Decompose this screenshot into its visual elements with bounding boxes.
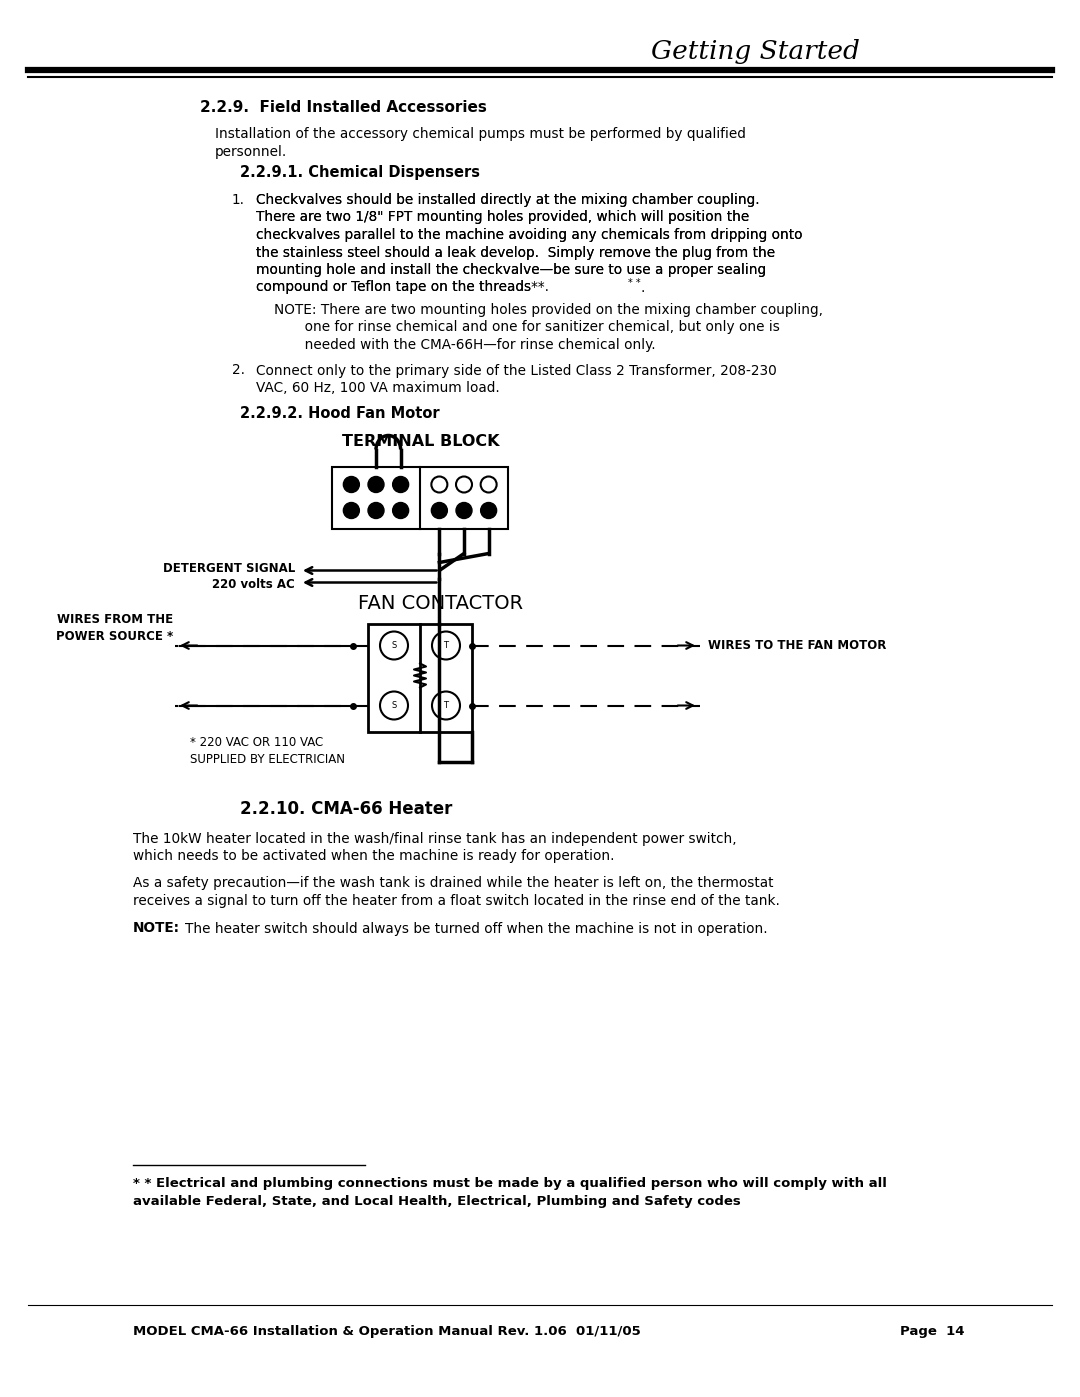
Circle shape bbox=[343, 503, 360, 518]
Circle shape bbox=[431, 503, 447, 518]
Text: 2.2.10. CMA-66 Heater: 2.2.10. CMA-66 Heater bbox=[240, 800, 453, 819]
Text: Getting Started: Getting Started bbox=[650, 39, 860, 64]
Text: mounting hole and install the checkvalve—be sure to use a proper sealing: mounting hole and install the checkvalve… bbox=[256, 263, 766, 277]
Text: 2.2.9.2. Hood Fan Motor: 2.2.9.2. Hood Fan Motor bbox=[240, 407, 440, 420]
Bar bbox=[332, 467, 508, 528]
Circle shape bbox=[393, 503, 408, 518]
Circle shape bbox=[432, 692, 460, 719]
Text: As a safety precaution—if the wash tank is drained while the heater is left on, : As a safety precaution—if the wash tank … bbox=[133, 876, 773, 890]
Text: 2.2.9.1. Chemical Dispensers: 2.2.9.1. Chemical Dispensers bbox=[240, 165, 480, 179]
Circle shape bbox=[380, 692, 408, 719]
Text: one for rinse chemical and one for sanitizer chemical, but only one is: one for rinse chemical and one for sanit… bbox=[274, 320, 780, 334]
Text: .: . bbox=[640, 281, 645, 295]
Circle shape bbox=[393, 476, 408, 493]
Text: 2.: 2. bbox=[232, 363, 245, 377]
Text: Installation of the accessory chemical pumps must be performed by qualified: Installation of the accessory chemical p… bbox=[215, 127, 746, 141]
Text: The heater switch should always be turned off when the machine is not in operati: The heater switch should always be turne… bbox=[185, 922, 768, 936]
Text: MODEL CMA-66 Installation & Operation Manual Rev. 1.06  01/11/05: MODEL CMA-66 Installation & Operation Ma… bbox=[133, 1324, 640, 1338]
Text: * * Electrical and plumbing connections must be made by a qualified person who w: * * Electrical and plumbing connections … bbox=[133, 1178, 887, 1190]
Text: NOTE: There are two mounting holes provided on the mixing chamber coupling,: NOTE: There are two mounting holes provi… bbox=[274, 303, 823, 317]
Circle shape bbox=[481, 503, 497, 518]
Circle shape bbox=[456, 503, 472, 518]
Text: which needs to be activated when the machine is ready for operation.: which needs to be activated when the mac… bbox=[133, 849, 615, 863]
Text: Page  14: Page 14 bbox=[900, 1324, 964, 1338]
Text: personnel.: personnel. bbox=[215, 145, 287, 159]
Text: DETERGENT SIGNAL
220 volts AC: DETERGENT SIGNAL 220 volts AC bbox=[163, 562, 295, 591]
Text: T: T bbox=[444, 701, 448, 710]
Text: receives a signal to turn off the heater from a float switch located in the rins: receives a signal to turn off the heater… bbox=[133, 894, 780, 908]
Text: WIRES TO THE FAN MOTOR: WIRES TO THE FAN MOTOR bbox=[708, 638, 887, 652]
Circle shape bbox=[380, 631, 408, 659]
Circle shape bbox=[343, 476, 360, 493]
Circle shape bbox=[431, 476, 447, 493]
Text: Checkvalves should be installed directly at the mixing chamber coupling.: Checkvalves should be installed directly… bbox=[256, 193, 759, 207]
Text: * 220 VAC OR 110 VAC
SUPPLIED BY ELECTRICIAN: * 220 VAC OR 110 VAC SUPPLIED BY ELECTRI… bbox=[190, 736, 345, 766]
Text: mounting hole and install the checkvalve—be sure to use a proper sealing: mounting hole and install the checkvalve… bbox=[256, 263, 766, 277]
Text: compound or Teflon tape on the threads: compound or Teflon tape on the threads bbox=[256, 281, 531, 295]
Text: checkvalves parallel to the machine avoiding any chemicals from dripping onto: checkvalves parallel to the machine avoi… bbox=[256, 228, 802, 242]
Text: TERMINAL BLOCK: TERMINAL BLOCK bbox=[342, 434, 499, 448]
Text: the stainless steel should a leak develop.  Simply remove the plug from the: the stainless steel should a leak develo… bbox=[256, 246, 775, 260]
Text: VAC, 60 Hz, 100 VA maximum load.: VAC, 60 Hz, 100 VA maximum load. bbox=[256, 381, 500, 395]
Circle shape bbox=[456, 476, 472, 493]
Text: compound or Teflon tape on the threads**.: compound or Teflon tape on the threads**… bbox=[256, 281, 549, 295]
Text: 2.2.9.  Field Installed Accessories: 2.2.9. Field Installed Accessories bbox=[200, 99, 487, 115]
Text: 1.: 1. bbox=[232, 193, 245, 207]
Text: Connect only to the primary side of the Listed Class 2 Transformer, 208-230: Connect only to the primary side of the … bbox=[256, 363, 777, 377]
Text: S: S bbox=[391, 701, 396, 710]
Text: WIRES FROM THE
POWER SOURCE *: WIRES FROM THE POWER SOURCE * bbox=[56, 613, 173, 643]
Text: The 10kW heater located in the wash/final rinse tank has an independent power sw: The 10kW heater located in the wash/fina… bbox=[133, 831, 737, 845]
Text: FAN CONTACTOR: FAN CONTACTOR bbox=[357, 594, 523, 613]
Text: checkvalves parallel to the machine avoiding any chemicals from dripping onto: checkvalves parallel to the machine avoi… bbox=[256, 228, 802, 242]
Circle shape bbox=[481, 476, 497, 493]
Text: There are two 1/8" FPT mounting holes provided, which will position the: There are two 1/8" FPT mounting holes pr… bbox=[256, 211, 750, 225]
Text: NOTE:: NOTE: bbox=[133, 922, 180, 936]
Text: needed with the CMA-66H—for rinse chemical only.: needed with the CMA-66H—for rinse chemic… bbox=[274, 338, 656, 352]
Text: Checkvalves should be installed directly at the mixing chamber coupling.: Checkvalves should be installed directly… bbox=[256, 193, 759, 207]
Circle shape bbox=[432, 631, 460, 659]
Text: the stainless steel should a leak develop.  Simply remove the plug from the: the stainless steel should a leak develo… bbox=[256, 246, 775, 260]
Circle shape bbox=[368, 503, 384, 518]
Text: * *: * * bbox=[627, 278, 640, 288]
Circle shape bbox=[368, 476, 384, 493]
Bar bbox=[368, 623, 472, 732]
Text: There are two 1/8" FPT mounting holes provided, which will position the: There are two 1/8" FPT mounting holes pr… bbox=[256, 211, 750, 225]
Text: S: S bbox=[391, 641, 396, 650]
Text: T: T bbox=[444, 641, 448, 650]
Text: available Federal, State, and Local Health, Electrical, Plumbing and Safety code: available Federal, State, and Local Heal… bbox=[133, 1194, 741, 1207]
